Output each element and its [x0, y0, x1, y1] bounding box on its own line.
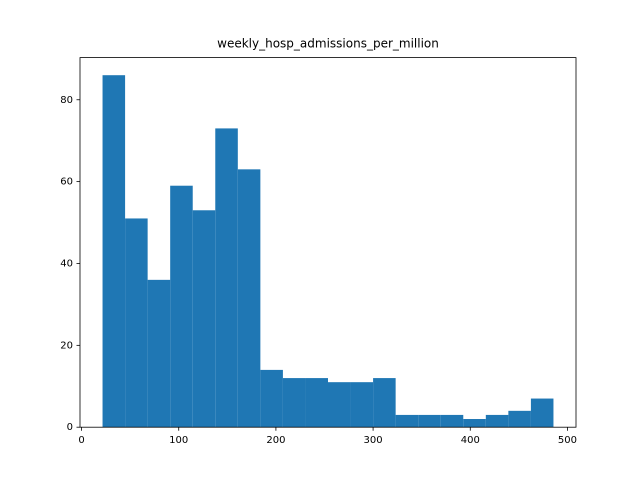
x-tick-label: 200	[266, 435, 285, 446]
bar	[508, 410, 531, 428]
y-tick-label: 0	[67, 422, 73, 433]
y-tick-label: 80	[60, 95, 73, 106]
bar	[125, 218, 148, 428]
bar	[260, 369, 283, 428]
x-tick-label: 300	[364, 435, 383, 446]
x-tick-label: 400	[461, 435, 480, 446]
bar	[305, 378, 328, 428]
plot-frame	[79, 57, 577, 428]
x-tick-label: 100	[169, 435, 188, 446]
bar	[485, 414, 509, 428]
bar	[147, 279, 171, 428]
bar	[440, 414, 464, 428]
x-tick-label: 500	[558, 435, 577, 446]
bar	[215, 128, 238, 428]
bar	[350, 382, 374, 428]
bar	[237, 169, 261, 428]
x-tick-label: 0	[78, 435, 84, 446]
bar	[418, 414, 441, 428]
bar	[463, 419, 486, 428]
bar	[192, 210, 216, 428]
bar	[373, 378, 396, 428]
y-tick-label: 20	[60, 340, 73, 351]
bar	[395, 414, 419, 428]
bar	[282, 378, 306, 428]
y-tick-label: 40	[60, 258, 73, 269]
bar	[530, 398, 554, 428]
bar	[328, 382, 351, 428]
bar	[102, 75, 126, 428]
y-tick-label: 60	[60, 177, 73, 188]
bar	[170, 185, 193, 428]
chart-title: weekly_hosp_admissions_per_million	[217, 37, 439, 51]
